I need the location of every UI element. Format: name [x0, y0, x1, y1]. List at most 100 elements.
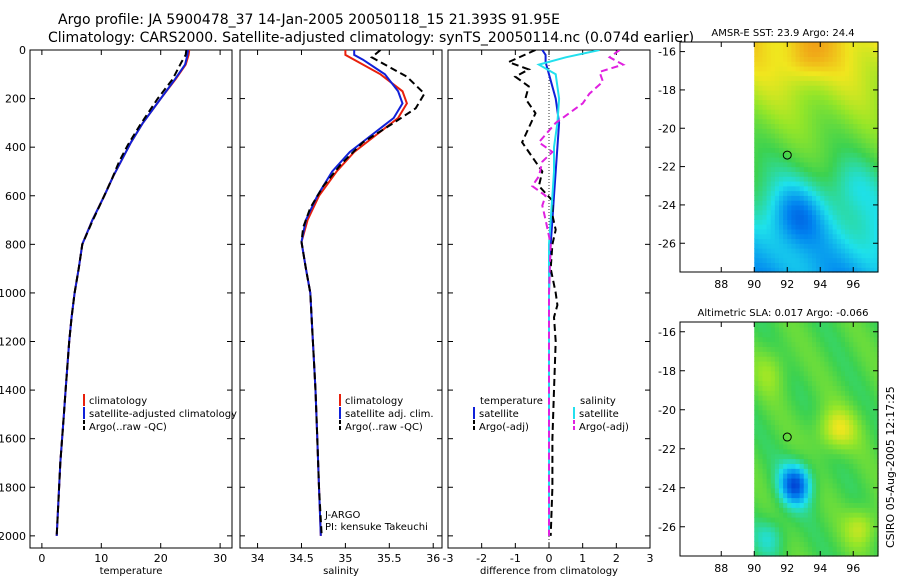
sla-map-cell	[795, 400, 801, 406]
sst-map-cell	[816, 128, 821, 134]
sst-map-cell	[861, 152, 867, 158]
sst-map-cell	[865, 85, 871, 91]
sla-map-cell	[820, 419, 825, 425]
sla-map-cell	[873, 351, 879, 357]
sla-map-cell	[820, 370, 825, 377]
sla-map-cell	[779, 478, 784, 484]
sla-map-cell	[787, 439, 792, 445]
sla-map-cell	[787, 507, 792, 513]
sla-map-cell	[816, 361, 821, 367]
sla-map-cell	[849, 409, 854, 416]
sst-map-cell	[795, 152, 801, 158]
sla-map-cell	[783, 551, 788, 557]
sst-map-cell	[849, 166, 854, 172]
sla-map-cell	[861, 526, 867, 533]
sst-map-cell	[857, 80, 863, 86]
sla-map-cell	[865, 331, 871, 338]
sla-map-cell	[853, 341, 858, 347]
sla-map-cell	[869, 434, 875, 440]
sla-map-cell	[787, 375, 792, 382]
sst-map-cell	[873, 80, 879, 86]
sla-map-cell	[787, 458, 792, 464]
sla-map-cell	[853, 517, 858, 523]
sst-map-cell	[865, 109, 871, 115]
sla-map-cell	[812, 473, 817, 479]
sst-map-cell	[853, 118, 858, 125]
sst-map-cell	[865, 219, 871, 225]
sst-map-cell	[795, 123, 801, 129]
sst-map-cell	[865, 195, 871, 201]
sst-map-cell	[849, 113, 854, 120]
sla-map-cell	[791, 453, 797, 460]
sst-map-cell	[770, 267, 776, 273]
sst-map-cell	[758, 166, 764, 172]
sst-map-cell	[857, 214, 863, 220]
sst-map-cell	[791, 94, 797, 101]
sst-map-cell	[820, 248, 825, 254]
sst-map-cell	[845, 147, 850, 153]
sst-map-cell	[865, 180, 871, 187]
sst-map-cell	[836, 228, 842, 235]
sst-map-cell	[754, 257, 759, 264]
sla-map-cell	[774, 453, 780, 460]
sst-map-cell	[873, 104, 879, 110]
sla-map-cell	[754, 468, 759, 474]
sst-map-cell	[836, 99, 842, 105]
sla-map-cell	[861, 380, 867, 386]
sla-map-cell	[799, 390, 805, 396]
sst-map-cell	[807, 214, 813, 220]
sla-map-cell	[787, 517, 792, 523]
sla-map-cell	[795, 390, 801, 396]
sst-map-cell	[845, 267, 850, 273]
sst-map-cell	[812, 104, 817, 110]
sla-map-cell	[861, 351, 867, 357]
sla-map-cell	[803, 531, 809, 538]
sla-map-cell	[836, 458, 842, 464]
sst-map-cell	[816, 262, 821, 268]
sst-map-cell	[873, 161, 879, 168]
sla-map-cell	[799, 443, 805, 450]
sst-map-cell	[857, 75, 863, 81]
sla-map-cell	[857, 390, 863, 396]
sla-map-cell	[861, 434, 867, 440]
sla-map-cell	[853, 497, 858, 503]
sla-map-cell	[857, 336, 863, 343]
sst-map-cell	[840, 85, 846, 91]
sst-map-cell	[857, 185, 863, 192]
sla-map-cell	[873, 473, 879, 479]
sst-map-cell	[816, 219, 821, 225]
sla-map-cell	[766, 487, 772, 494]
sst-map-cell	[812, 267, 817, 273]
sst-map-cell	[774, 152, 780, 158]
sst-map-cell	[783, 195, 788, 201]
sla-map-cell	[865, 531, 871, 538]
sst-map-cell	[762, 99, 768, 105]
sst-map-cell	[758, 233, 764, 240]
sst-map-cell	[824, 228, 830, 235]
sla-map-cell	[861, 551, 867, 557]
sla-map-cell	[766, 331, 772, 338]
sla-map-cell	[824, 361, 830, 367]
sla-map-cell	[853, 365, 858, 372]
sst-map-cell	[840, 128, 846, 134]
sst-map-cell	[840, 190, 846, 196]
sst-map-cell	[803, 75, 809, 81]
sst-map-cell	[836, 85, 842, 91]
sla-map-cell	[762, 346, 768, 352]
sst-map-cell	[849, 133, 854, 139]
sst-map-cell	[766, 46, 772, 53]
sla-map-cell	[783, 541, 788, 547]
sst-map-cell	[766, 133, 772, 139]
sla-map-cell	[779, 502, 784, 508]
sla-map-cell	[791, 346, 797, 352]
sla-map-cell	[770, 395, 776, 401]
sst-map-cell	[758, 267, 764, 273]
salinity-profile-series-2	[300, 50, 426, 536]
sst-map-cell	[861, 65, 867, 72]
sla-map-cell	[766, 526, 772, 533]
sst-map-cell	[795, 99, 801, 105]
sst-map-cell	[774, 51, 780, 57]
sst-map-cell	[803, 65, 809, 72]
sst-map-cell	[770, 238, 776, 244]
sst-map-cell	[758, 118, 764, 125]
